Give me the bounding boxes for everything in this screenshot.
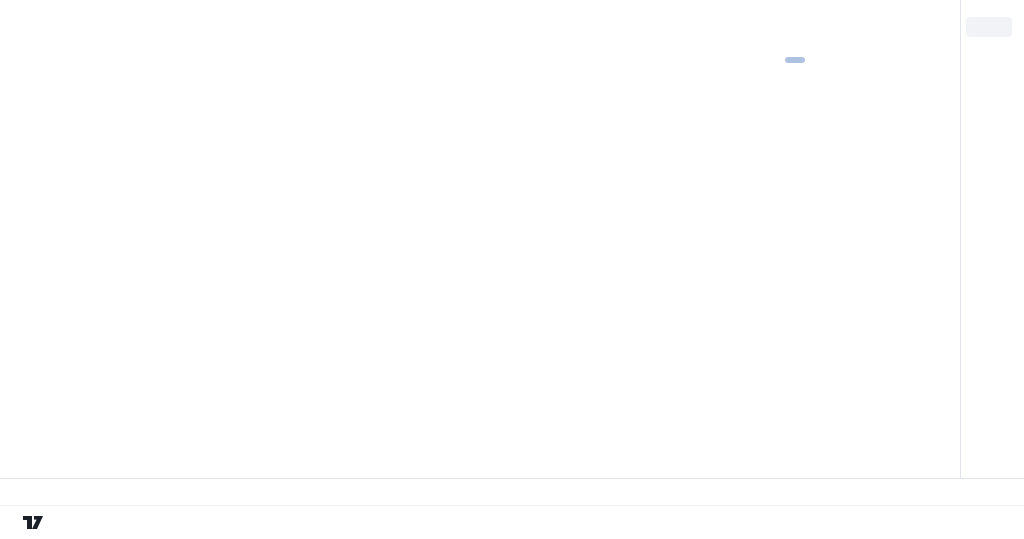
time-axis[interactable] xyxy=(0,478,1024,505)
price-scale[interactable] xyxy=(960,0,1024,478)
measurement-label[interactable] xyxy=(785,57,805,63)
chart-legend xyxy=(22,3,60,42)
rsi-legend xyxy=(30,392,43,404)
sma-legend-row xyxy=(30,24,60,41)
currency-unit-button[interactable] xyxy=(966,17,1012,37)
tradingview-logo-bar xyxy=(0,505,1024,539)
ohlc-close xyxy=(48,7,54,19)
tradingview-logo-icon[interactable] xyxy=(22,514,44,532)
symbol-row xyxy=(30,5,60,22)
chart-canvas[interactable] xyxy=(0,0,1024,478)
